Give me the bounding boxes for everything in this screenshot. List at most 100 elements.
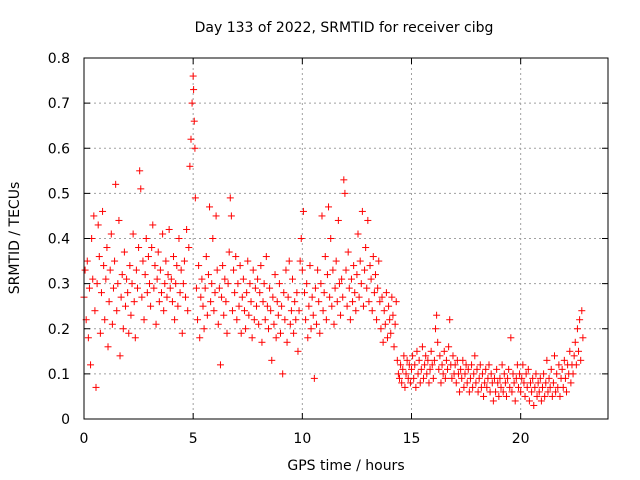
data-point	[124, 289, 132, 297]
data-point	[231, 289, 239, 297]
data-point	[353, 271, 361, 279]
data-point	[228, 307, 236, 315]
data-point	[141, 271, 149, 279]
data-point	[552, 388, 560, 396]
data-point	[536, 374, 544, 382]
data-point	[194, 316, 202, 324]
data-point	[167, 275, 175, 283]
data-point	[331, 284, 339, 292]
data-point	[195, 262, 203, 270]
data-point	[505, 365, 513, 373]
data-point	[469, 383, 477, 391]
data-point	[553, 370, 561, 378]
data-point	[392, 298, 400, 306]
data-point	[273, 298, 281, 306]
data-point	[108, 320, 116, 328]
data-point	[234, 280, 242, 288]
data-point	[226, 194, 234, 202]
data-point	[238, 293, 246, 301]
data-point	[373, 316, 381, 324]
data-point	[249, 266, 257, 274]
data-point	[219, 262, 227, 270]
data-point	[463, 379, 471, 387]
data-point	[354, 230, 362, 238]
data-point	[357, 280, 365, 288]
data-point	[304, 334, 312, 342]
data-point	[278, 302, 286, 310]
data-point	[84, 334, 92, 342]
data-point	[95, 253, 103, 261]
data-point	[378, 293, 386, 301]
data-point	[243, 289, 251, 297]
data-point	[262, 253, 270, 261]
data-point	[182, 293, 190, 301]
data-point	[266, 284, 274, 292]
data-point	[131, 334, 139, 342]
data-point	[569, 370, 577, 378]
data-point	[225, 248, 233, 256]
data-point	[92, 383, 100, 391]
data-point	[540, 370, 548, 378]
data-point	[113, 307, 121, 315]
data-point	[438, 361, 446, 369]
data-point	[497, 383, 505, 391]
data-point	[144, 253, 152, 261]
data-point	[120, 248, 128, 256]
data-point	[112, 180, 120, 188]
data-point	[541, 392, 549, 400]
data-point	[483, 383, 491, 391]
data-point	[308, 293, 316, 301]
data-point	[520, 379, 528, 387]
data-point	[413, 347, 421, 355]
data-point	[434, 338, 442, 346]
data-point	[528, 388, 536, 396]
y-tick-label: 0.6	[48, 141, 70, 157]
data-point	[104, 343, 112, 351]
data-point	[209, 235, 217, 242]
data-point	[516, 370, 524, 378]
data-point	[570, 352, 578, 360]
data-point	[204, 271, 212, 279]
data-point	[257, 262, 265, 270]
data-point	[567, 379, 575, 387]
data-point	[127, 311, 135, 319]
data-point	[441, 374, 449, 382]
data-point	[416, 379, 424, 387]
data-point	[549, 379, 557, 387]
data-point	[301, 289, 309, 297]
data-point	[260, 280, 268, 288]
data-point	[239, 275, 247, 283]
data-point	[93, 280, 101, 288]
data-point	[208, 280, 216, 288]
data-point	[534, 379, 542, 387]
data-point	[277, 329, 284, 337]
data-point	[214, 320, 222, 328]
x-tick-labels: 0 5 10 15 20	[80, 431, 530, 447]
data-point	[143, 289, 151, 297]
data-point	[292, 316, 300, 324]
data-point	[339, 293, 347, 301]
data-point	[440, 347, 448, 355]
data-point	[191, 194, 199, 202]
data-point	[501, 379, 509, 387]
data-point	[109, 284, 117, 292]
data-point	[366, 262, 374, 270]
data-point	[337, 311, 345, 319]
data-point	[272, 334, 280, 342]
data-point	[478, 370, 486, 378]
data-point	[333, 298, 341, 306]
y-tick-label: 0.1	[48, 367, 70, 383]
data-point	[403, 356, 411, 364]
y-axis-label: SRMTID / TECUs	[7, 182, 23, 295]
data-point	[114, 280, 122, 288]
data-point	[386, 316, 394, 324]
data-point	[388, 293, 396, 301]
data-point	[425, 379, 433, 387]
data-point	[480, 392, 488, 400]
data-point	[321, 253, 329, 261]
data-point	[151, 262, 159, 270]
data-point	[400, 352, 408, 360]
data-point	[442, 356, 450, 364]
data-point	[189, 72, 197, 80]
data-point	[130, 298, 138, 306]
